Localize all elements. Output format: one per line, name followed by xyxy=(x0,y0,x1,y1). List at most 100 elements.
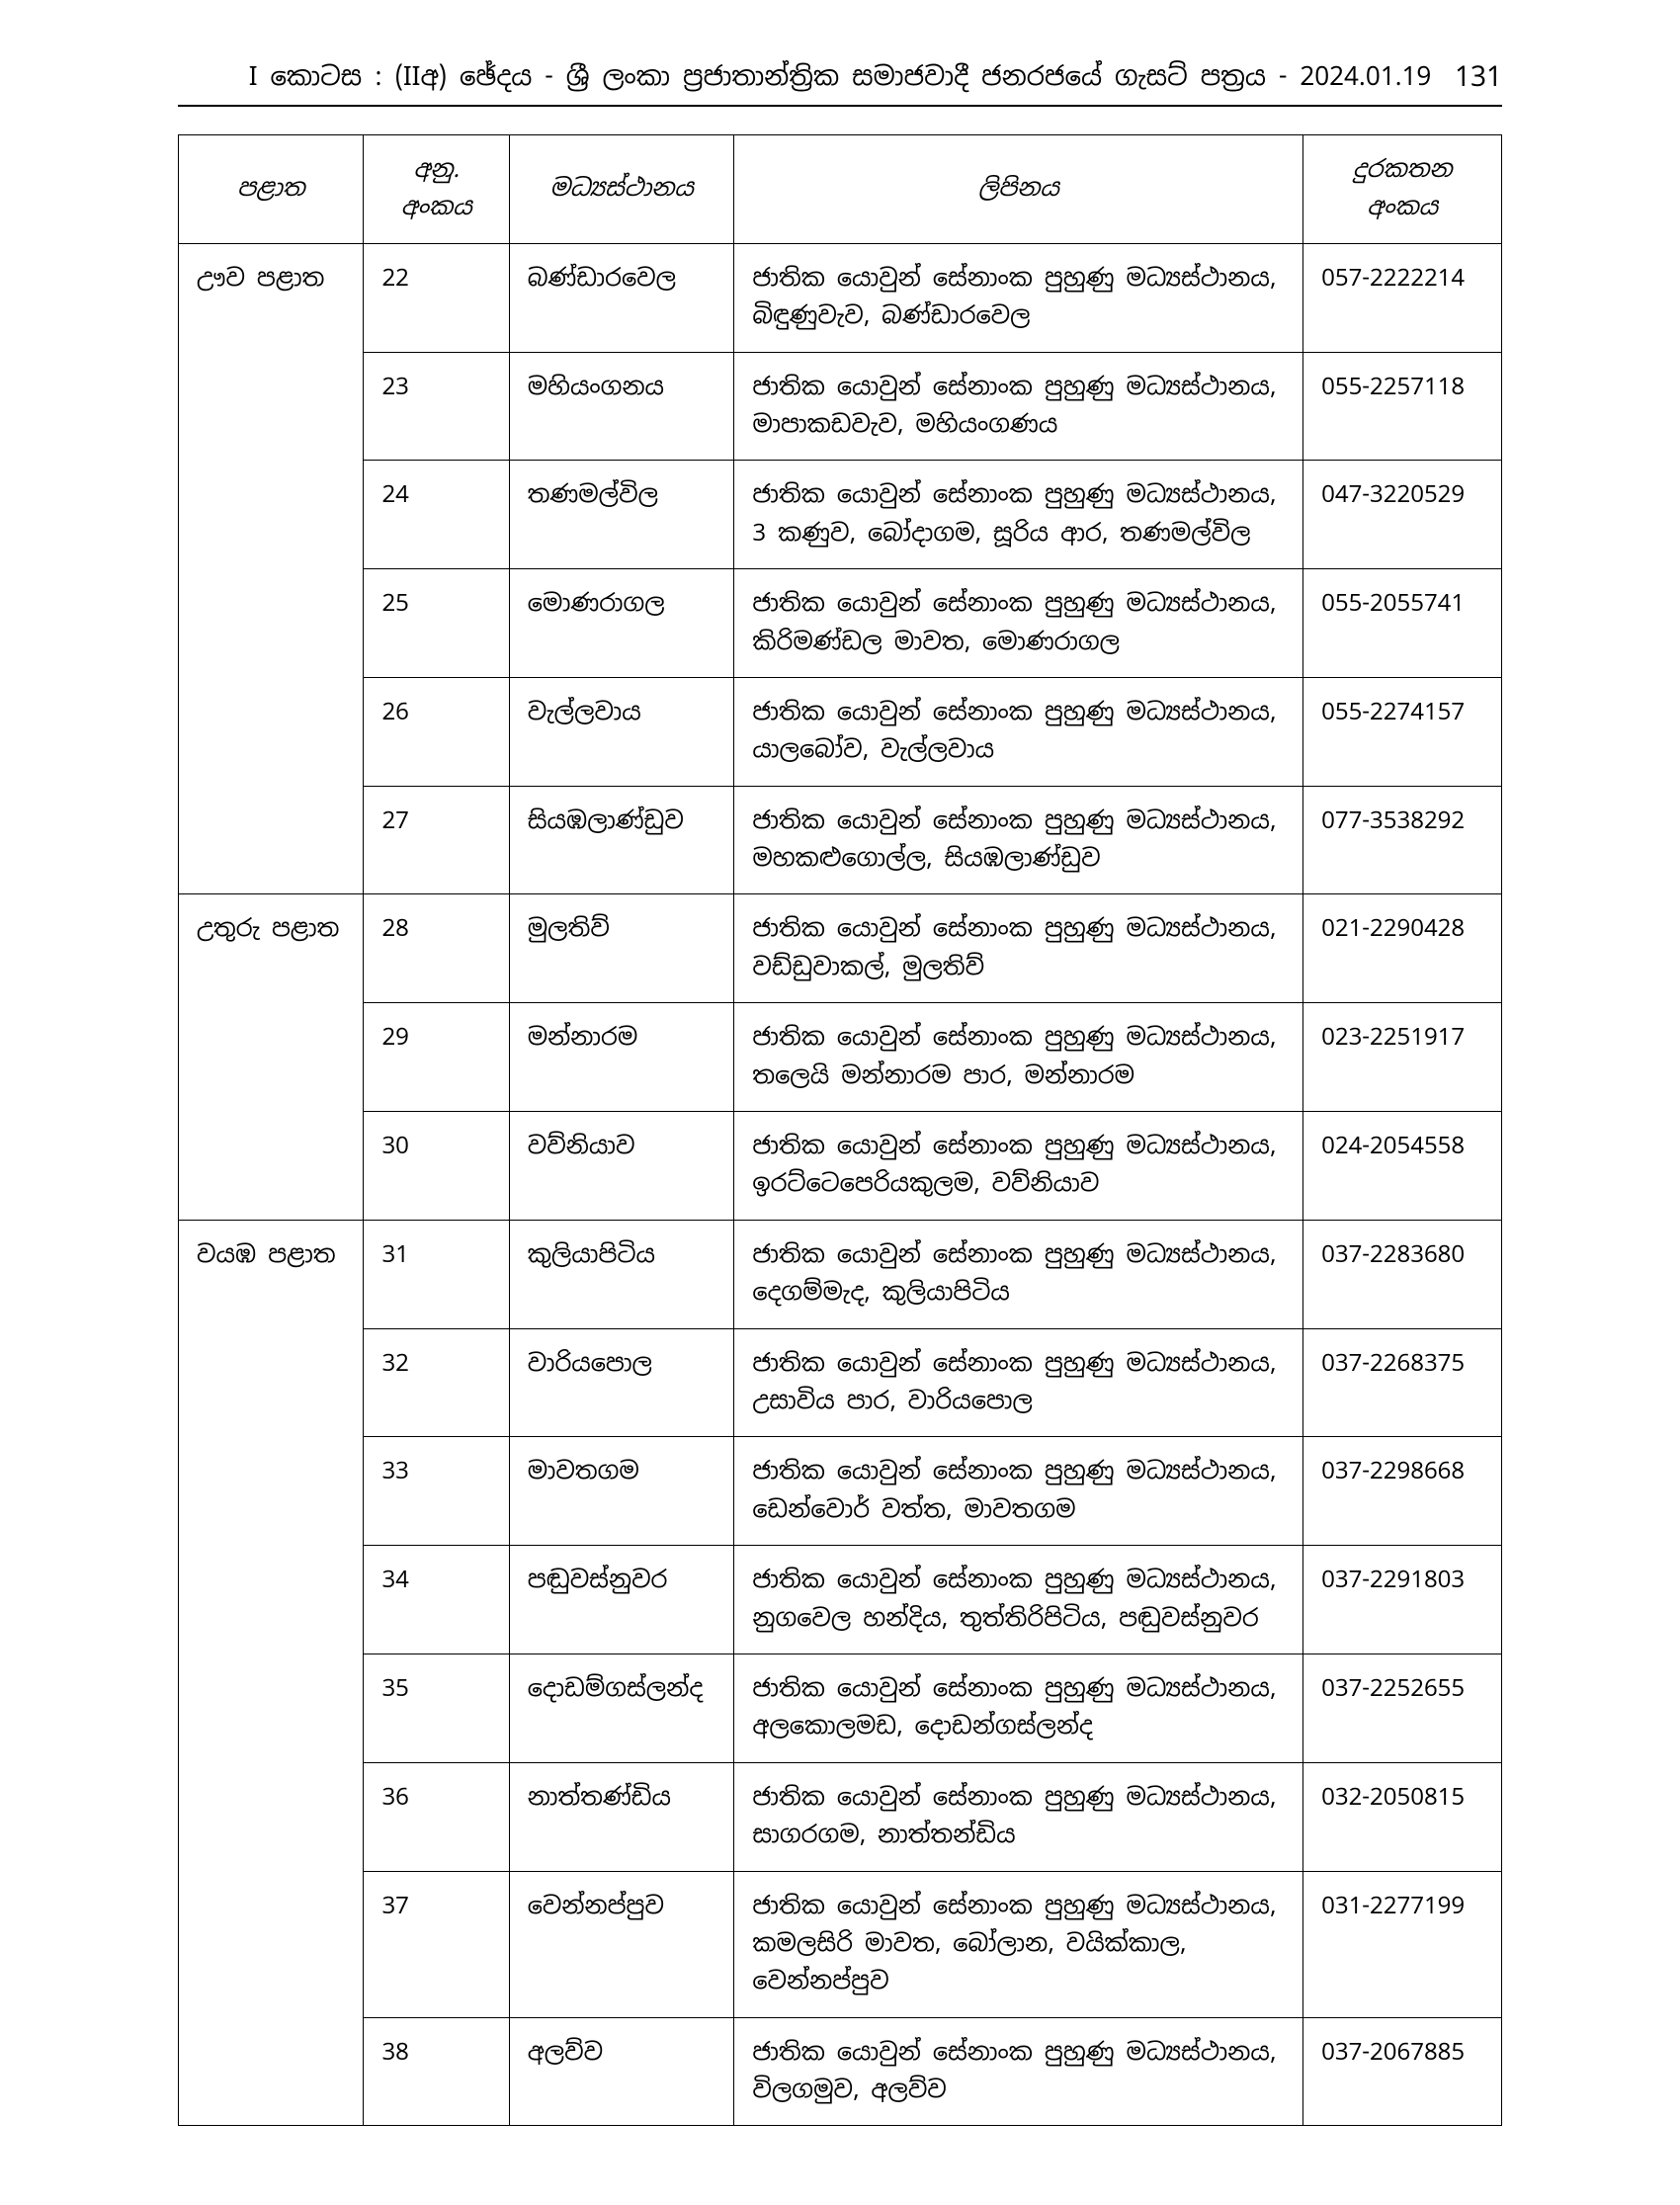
col-province: පළාත xyxy=(179,135,364,244)
cell-center: තණමල්විල xyxy=(509,461,734,569)
cell-phone: 037-2252655 xyxy=(1303,1654,1502,1762)
cell-address: ජාතික යොවුන් සේනාංක පුහුණු මධ්‍යස්ථානය, … xyxy=(734,894,1303,1003)
cell-phone: 037-2268375 xyxy=(1303,1328,1502,1437)
centers-table: පළාත අනු. අංකය මධ්‍යස්ථානය ලිපිනය දුරකතන… xyxy=(178,134,1502,2126)
cell-seq: 38 xyxy=(364,2017,509,2126)
cell-center: වව්නියාව xyxy=(509,1112,734,1221)
cell-phone: 037-2298668 xyxy=(1303,1437,1502,1546)
table-row: උතුරු පළාත28මුලතිව්ජාතික යොවුන් සේනාංක ප… xyxy=(179,894,1502,1003)
table-row: ඌව පළාත22බණ්ඩාරවෙලජාතික යොවුන් සේනාංක පු… xyxy=(179,243,1502,352)
cell-phone: 031-2277199 xyxy=(1303,1871,1502,2017)
table-row: 33මාවතගමජාතික යොවුන් සේනාංක පුහුණු මධ්‍ය… xyxy=(179,1437,1502,1546)
cell-center: මුලතිව් xyxy=(509,894,734,1003)
cell-phone: 057-2222214 xyxy=(1303,243,1502,352)
cell-seq: 32 xyxy=(364,1328,509,1437)
cell-address: ජාතික යොවුන් සේනාංක පුහුණු මධ්‍යස්ථානය, … xyxy=(734,1220,1303,1328)
table-row: 36නාත්තණ්ඩියජාතික යොවුන් සේනාංක පුහුණු ම… xyxy=(179,1762,1502,1871)
table-row: 25මොණරාගලජාතික යොවුන් සේනාංක පුහුණු මධ්‍… xyxy=(179,569,1502,678)
cell-address: ජාතික යොවුන් සේනාංක පුහුණු මධ්‍යස්ථානය, … xyxy=(734,1112,1303,1221)
cell-province: උතුරු පළාත xyxy=(179,894,364,1220)
cell-center: බණ්ඩාරවෙල xyxy=(509,243,734,352)
cell-seq: 26 xyxy=(364,677,509,786)
table-row: 32වාරියපොලජාතික යොවුන් සේනාංක පුහුණු මධ්… xyxy=(179,1328,1502,1437)
col-seq: අනු. අංකය xyxy=(364,135,509,244)
cell-seq: 24 xyxy=(364,461,509,569)
cell-center: මන්නාරම xyxy=(509,1003,734,1112)
page-header: I කොටස : (IIඅ) ඡේදය - ශ්‍රී ලංකා ප්‍රජාත… xyxy=(178,59,1502,93)
cell-seq: 28 xyxy=(364,894,509,1003)
cell-phone: 077-3538292 xyxy=(1303,786,1502,894)
table-row: 34පඬුවස්නුවරජාතික යොවුන් සේනාංක පුහුණු ම… xyxy=(179,1546,1502,1654)
cell-address: ජාතික යොවුන් සේනාංක පුහුණු මධ්‍යස්ථානය, … xyxy=(734,1437,1303,1546)
cell-phone: 047-3220529 xyxy=(1303,461,1502,569)
page: I කොටස : (IIඅ) ඡේදය - ශ්‍රී ලංකා ප්‍රජාත… xyxy=(0,0,1680,2205)
cell-center: වාරියපොල xyxy=(509,1328,734,1437)
cell-center: කුලියාපිටිය xyxy=(509,1220,734,1328)
cell-address: ජාතික යොවුන් සේනාංක පුහුණු මධ්‍යස්ථානය, … xyxy=(734,352,1303,461)
cell-address: ජාතික යොවුන් සේනාංක පුහුණු මධ්‍යස්ථානය, … xyxy=(734,243,1303,352)
cell-center: අලව්ව xyxy=(509,2017,734,2126)
cell-center: වැල්ලවාය xyxy=(509,677,734,786)
cell-phone: 021-2290428 xyxy=(1303,894,1502,1003)
cell-center: මොණරාගල xyxy=(509,569,734,678)
cell-address: ජාතික යොවුන් සේනාංක පුහුණු මධ්‍යස්ථානය, … xyxy=(734,1328,1303,1437)
cell-province: වයඹ පළාත xyxy=(179,1220,364,2126)
cell-address: ජාතික යොවුන් සේනාංක පුහුණු මධ්‍යස්ථානය, … xyxy=(734,1871,1303,2017)
table-row: 37වෙන්නප්පුවජාතික යොවුන් සේනාංක පුහුණු ම… xyxy=(179,1871,1502,2017)
cell-phone: 037-2067885 xyxy=(1303,2017,1502,2126)
cell-address: ජාතික යොවුන් සේනාංක පුහුණු මධ්‍යස්ථානය, … xyxy=(734,2017,1303,2126)
cell-phone: 023-2251917 xyxy=(1303,1003,1502,1112)
cell-address: ජාතික යොවුන් සේනාංක පුහුණු මධ්‍යස්ථානය, … xyxy=(734,461,1303,569)
header-rule xyxy=(178,105,1502,107)
table-row: 24තණමල්විලජාතික යොවුන් සේනාංක පුහුණු මධ්… xyxy=(179,461,1502,569)
cell-phone: 055-2055741 xyxy=(1303,569,1502,678)
cell-seq: 25 xyxy=(364,569,509,678)
col-phone: දුරකතන අංකය xyxy=(1303,135,1502,244)
page-number: 131 xyxy=(1455,59,1502,95)
table-row: 35දොඩම්ගස්ලන්දජාතික යොවුන් සේනාංක පුහුණු… xyxy=(179,1654,1502,1762)
cell-phone: 055-2257118 xyxy=(1303,352,1502,461)
cell-seq: 33 xyxy=(364,1437,509,1546)
cell-seq: 23 xyxy=(364,352,509,461)
cell-phone: 024-2054558 xyxy=(1303,1112,1502,1221)
cell-phone: 032-2050815 xyxy=(1303,1762,1502,1871)
cell-seq: 36 xyxy=(364,1762,509,1871)
table-row: 27සියඹලාණ්ඩුවජාතික යොවුන් සේනාංක පුහුණු … xyxy=(179,786,1502,894)
cell-seq: 22 xyxy=(364,243,509,352)
cell-province: ඌව පළාත xyxy=(179,243,364,894)
cell-center: දොඩම්ගස්ලන්ද xyxy=(509,1654,734,1762)
header-title: I කොටස : (IIඅ) ඡේදය - ශ්‍රී ලංකා ප්‍රජාත… xyxy=(178,59,1502,93)
cell-address: ජාතික යොවුන් සේනාංක පුහුණු මධ්‍යස්ථානය, … xyxy=(734,569,1303,678)
cell-center: පඬුවස්නුවර xyxy=(509,1546,734,1654)
table-row: 30වව්නියාවජාතික යොවුන් සේනාංක පුහුණු මධ්… xyxy=(179,1112,1502,1221)
cell-phone: 055-2274157 xyxy=(1303,677,1502,786)
table-row: වයඹ පළාත31කුලියාපිටියජාතික යොවුන් සේනාංක… xyxy=(179,1220,1502,1328)
cell-center: සියඹලාණ්ඩුව xyxy=(509,786,734,894)
cell-phone: 037-2283680 xyxy=(1303,1220,1502,1328)
cell-seq: 35 xyxy=(364,1654,509,1762)
cell-center: මාවතගම xyxy=(509,1437,734,1546)
cell-seq: 27 xyxy=(364,786,509,894)
cell-address: ජාතික යොවුන් සේනාංක පුහුණු මධ්‍යස්ථානය, … xyxy=(734,1546,1303,1654)
cell-address: ජාතික යොවුන් සේනාංක පුහුණු මධ්‍යස්ථානය, … xyxy=(734,677,1303,786)
cell-seq: 37 xyxy=(364,1871,509,2017)
table-header-row: පළාත අනු. අංකය මධ්‍යස්ථානය ලිපිනය දුරකතන… xyxy=(179,135,1502,244)
table-row: 23මහියංගනයජාතික යොවුන් සේනාංක පුහුණු මධ්… xyxy=(179,352,1502,461)
table-row: 26වැල්ලවායජාතික යොවුන් සේනාංක පුහුණු මධ්… xyxy=(179,677,1502,786)
table-row: 29මන්නාරමජාතික යොවුන් සේනාංක පුහුණු මධ්‍… xyxy=(179,1003,1502,1112)
cell-seq: 29 xyxy=(364,1003,509,1112)
cell-seq: 30 xyxy=(364,1112,509,1221)
cell-address: ජාතික යොවුන් සේනාංක පුහුණු මධ්‍යස්ථානය, … xyxy=(734,1654,1303,1762)
table-body: ඌව පළාත22බණ්ඩාරවෙලජාතික යොවුන් සේනාංක පු… xyxy=(179,243,1502,2126)
cell-address: ජාතික යොවුන් සේනාංක පුහුණු මධ්‍යස්ථානය, … xyxy=(734,786,1303,894)
col-center: මධ්‍යස්ථානය xyxy=(509,135,734,244)
cell-seq: 34 xyxy=(364,1546,509,1654)
table-row: 38අලව්වජාතික යොවුන් සේනාංක පුහුණු මධ්‍යස… xyxy=(179,2017,1502,2126)
cell-center: නාත්තණ්ඩිය xyxy=(509,1762,734,1871)
col-address: ලිපිනය xyxy=(734,135,1303,244)
cell-center: වෙන්නප්පුව xyxy=(509,1871,734,2017)
cell-center: මහියංගනය xyxy=(509,352,734,461)
cell-seq: 31 xyxy=(364,1220,509,1328)
cell-address: ජාතික යොවුන් සේනාංක පුහුණු මධ්‍යස්ථානය, … xyxy=(734,1762,1303,1871)
cell-phone: 037-2291803 xyxy=(1303,1546,1502,1654)
